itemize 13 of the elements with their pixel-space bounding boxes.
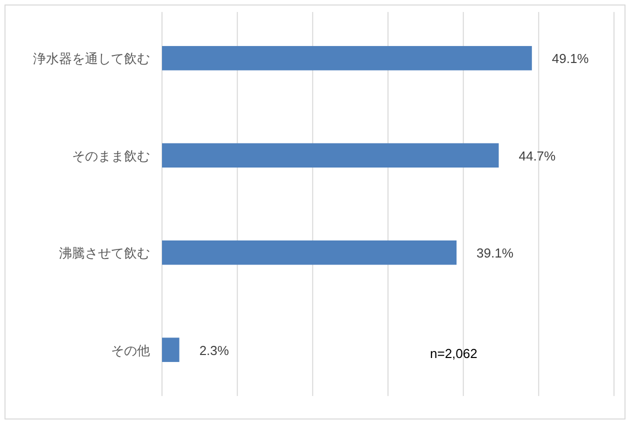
data-label: 44.7% [518, 148, 556, 164]
bar [162, 338, 180, 362]
data-label: 39.1% [476, 246, 514, 261]
bar [162, 46, 532, 70]
bar [162, 240, 457, 265]
annotation: n=2,062 [430, 346, 478, 361]
data-label: 2.3% [199, 342, 230, 358]
bar [162, 143, 499, 168]
y-tick-label: 浄水器を通して飲む [33, 51, 150, 66]
y-tick-label: そのまま飲む [72, 148, 150, 164]
y-tick-label: 沸騰させて飲む [59, 246, 150, 261]
y-tick-label: その他 [111, 342, 150, 358]
data-label: 49.1% [552, 51, 590, 66]
